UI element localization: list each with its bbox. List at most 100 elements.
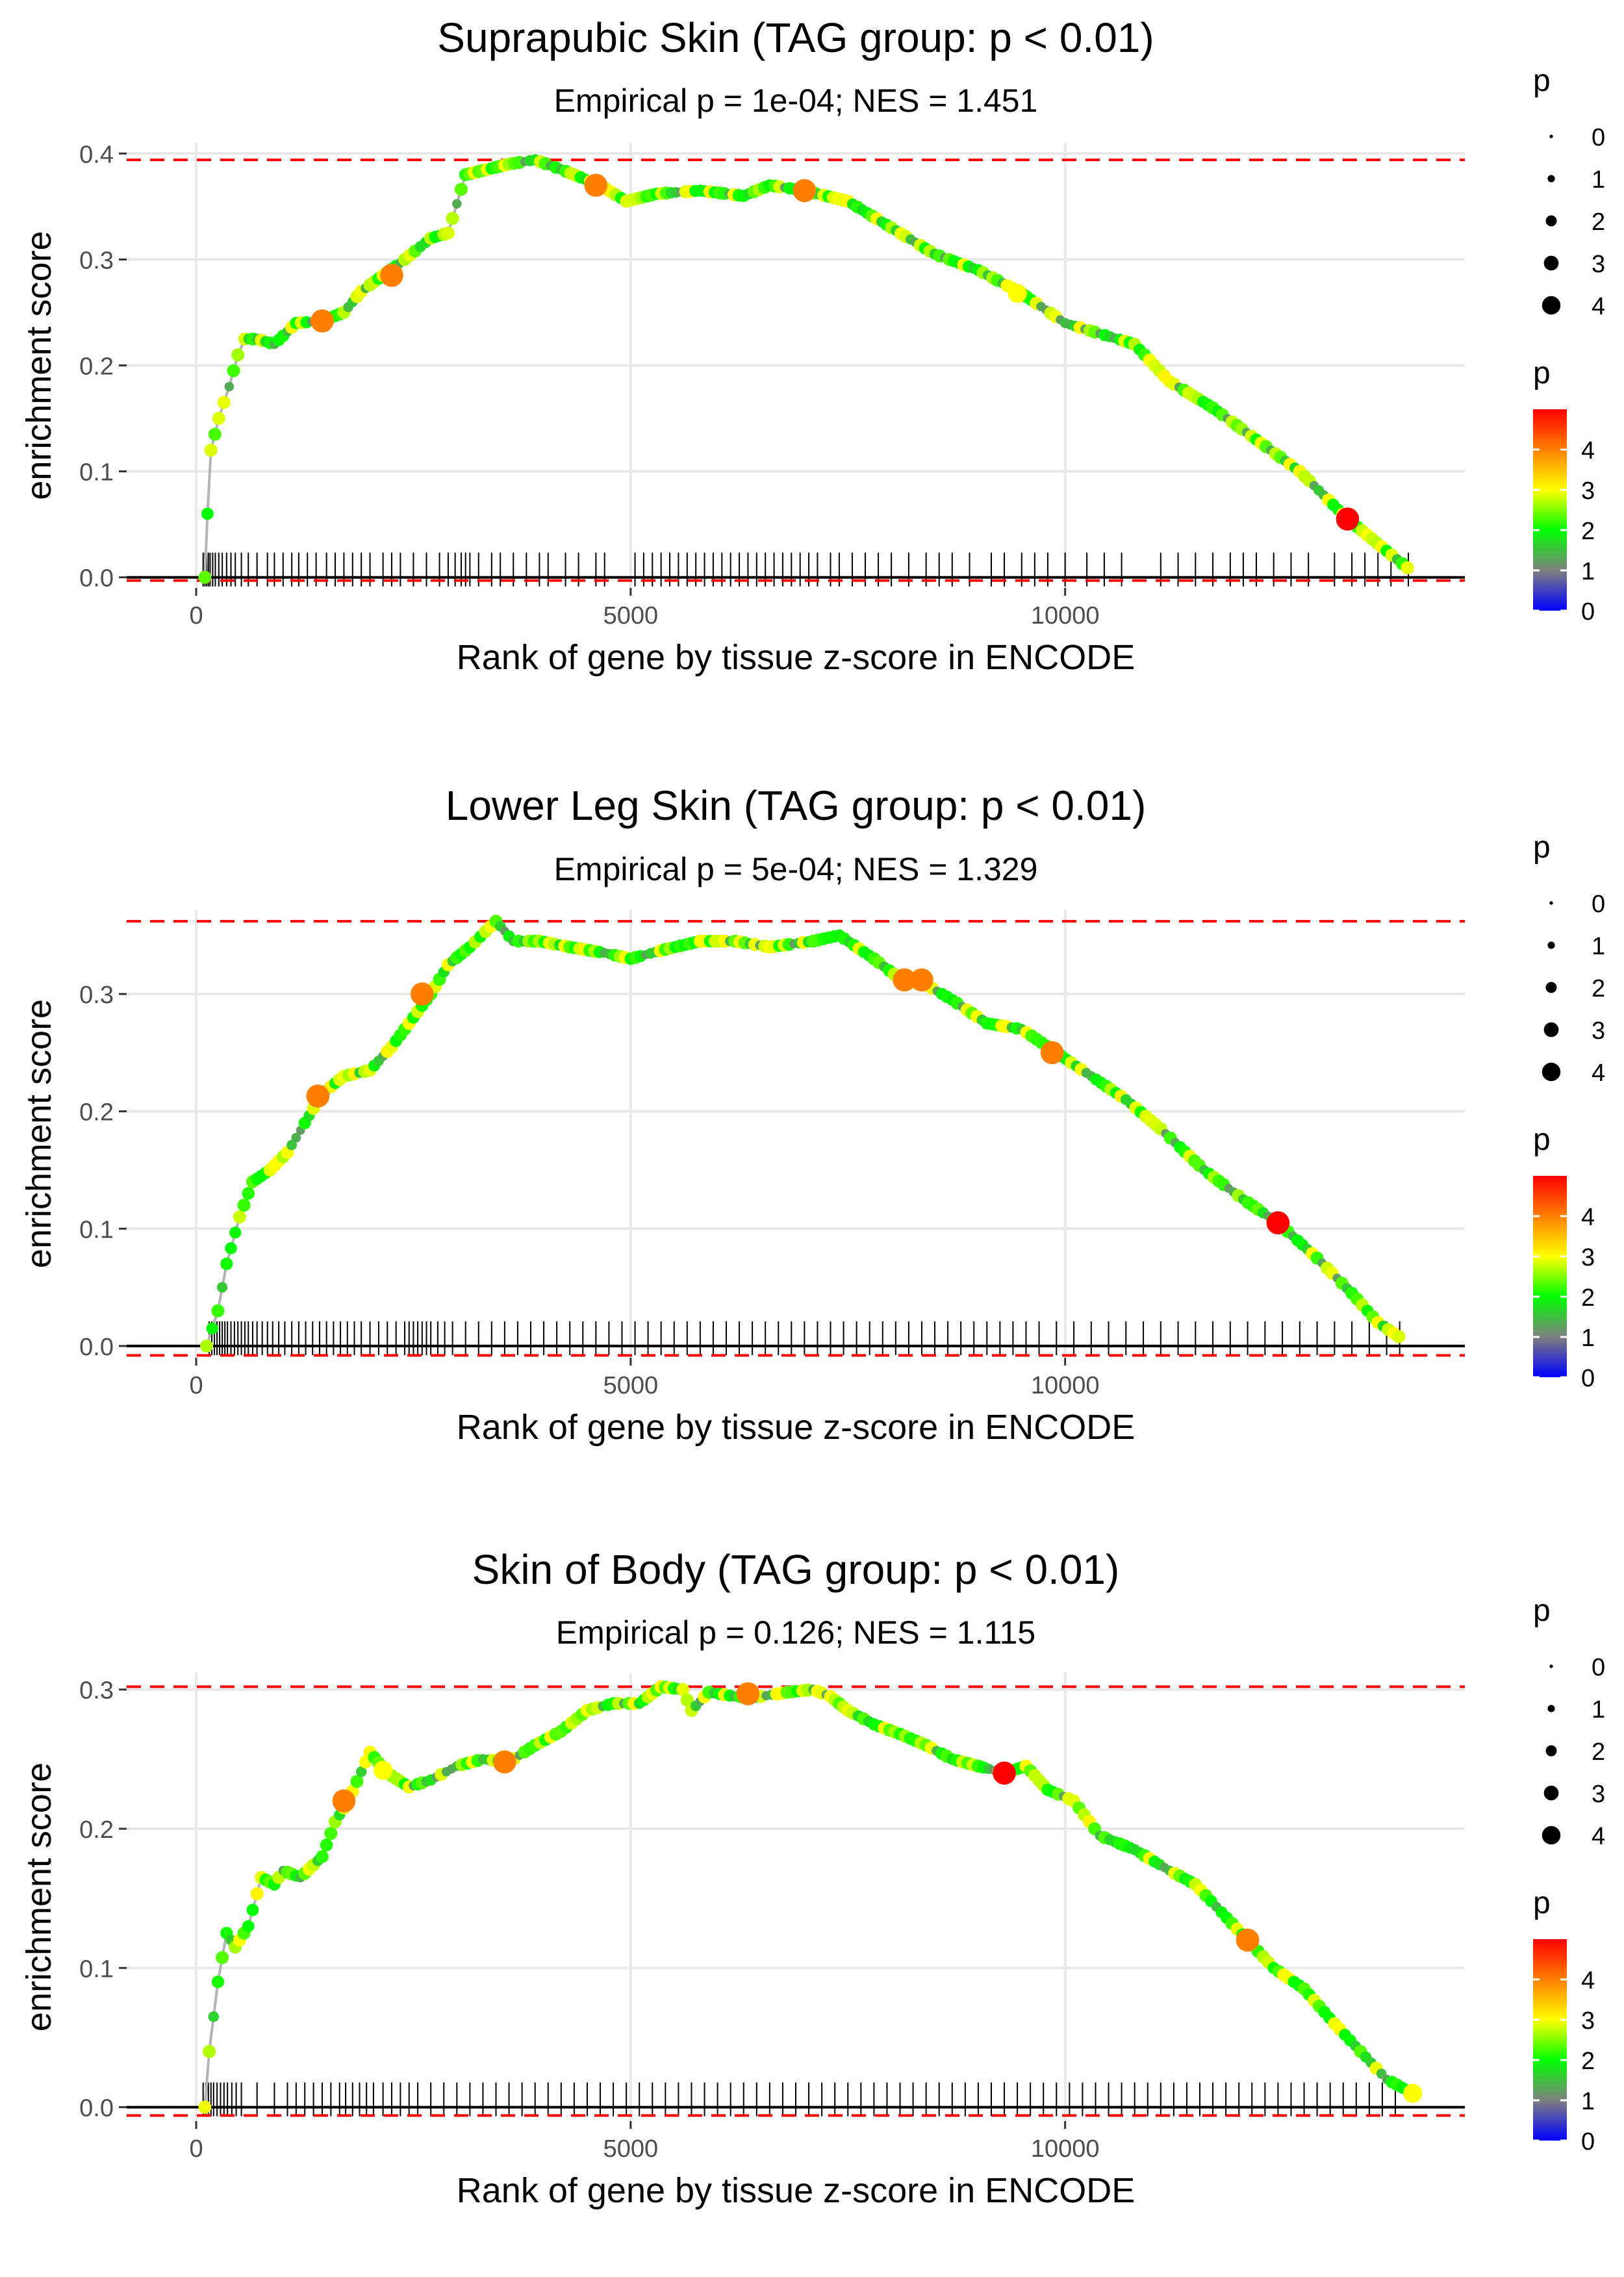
x-tick-label: 10000 [1031,1372,1100,1399]
y-tick-label: 0.2 [79,353,114,381]
x-axis-label: Rank of gene by tissue z-score in ENCODE [457,1408,1135,1447]
x-tick-label: 5000 [603,602,659,630]
y-tick-label: 0.3 [79,1677,114,1705]
curve-point [198,2100,212,2114]
color-legend-label: 0 [1581,2128,1595,2156]
color-legend-label: 3 [1581,1244,1595,1271]
x-axis-label: Rank of gene by tissue z-score in ENCODE [457,638,1135,677]
color-legend-label: 3 [1581,2007,1595,2035]
curve-point [211,1976,225,1989]
x-axis-label: Rank of gene by tissue z-score in ENCODE [457,2171,1135,2210]
curve-point [316,1850,329,1863]
curve-point [231,348,245,362]
y-tick-label: 0.0 [79,1334,114,1361]
curve-point [680,1693,694,1707]
highlight-point [1403,2083,1423,2103]
chart-panel-1: Suprapubic Skin (TAG group: p < 0.01) Emp… [19,14,1605,677]
color-legend-label: 4 [1581,437,1595,464]
size-legend-key [1549,1664,1553,1668]
curve-point [676,1683,690,1696]
curve-point [227,364,240,377]
curve-point [286,1139,298,1151]
curve-point [203,2044,216,2058]
color-legend-label: 3 [1581,477,1595,505]
curve-point [204,443,218,457]
color-legend-title: p [1533,1123,1551,1157]
size-legend-key [1547,175,1555,183]
highlight-point [910,968,933,992]
color-legend-label: 1 [1581,2088,1595,2115]
color-legend-title: p [1533,356,1551,390]
highlight-point [736,1682,760,1705]
color-legend-label: 2 [1581,2048,1595,2075]
color-legend-label: 2 [1581,518,1595,545]
curve-point [225,1242,237,1254]
x-tick-label: 5000 [603,1372,659,1399]
x-tick-label: 0 [189,2135,203,2163]
highlight-point [332,1789,356,1813]
size-legend-key [1542,1062,1561,1082]
color-legend-label: 1 [1581,558,1595,585]
x-tick-label: 5000 [603,2135,659,2163]
curve-point [242,1187,255,1200]
highlight-point [1040,1041,1064,1065]
size-legend-key [1547,941,1555,949]
curve-point [454,183,468,196]
highlight-point [1336,507,1360,531]
highlight-point [493,1750,516,1774]
y-tick-label: 0.0 [79,2095,114,2122]
curve-point [208,427,222,441]
color-legend-label: 4 [1581,1204,1595,1231]
y-tick-label: 0.1 [79,459,114,487]
color-legend-label: 2 [1581,1284,1595,1312]
y-axis-label: enrichment score [19,231,58,500]
curve-point [452,199,462,209]
curve-point [200,1339,214,1353]
size-legend-key [1545,215,1557,227]
highlight-point [1236,1928,1260,1952]
chart-title: Skin of Body (TAG group: p < 0.01) [472,1546,1120,1593]
curve-point [1401,561,1414,575]
color-legend-label: 1 [1581,1325,1595,1352]
size-legend-label: 1 [1592,1696,1605,1724]
y-tick-label: 0.2 [79,1816,114,1844]
curve-point [320,1838,333,1851]
enrichment-curve [205,919,1405,1347]
color-legend-label: 0 [1581,598,1595,626]
curve-point [237,1199,251,1212]
y-tick-label: 0.3 [79,247,114,274]
curve-point [217,1282,228,1293]
x-tick-label: 0 [189,602,203,630]
curve-point [217,396,231,409]
curve-point [229,1227,242,1239]
size-legend-label: 4 [1592,1060,1605,1087]
size-legend-title: p [1533,1594,1551,1628]
size-legend-label: 0 [1592,891,1605,918]
curve-point [246,1903,259,1916]
highlight-point [993,1761,1016,1785]
chart-subtitle: Empirical p = 1e-04; NES = 1.451 [554,83,1038,119]
size-legend-label: 0 [1592,124,1605,151]
curve-point [206,1322,219,1335]
size-legend-label: 1 [1592,933,1605,960]
color-legend-bar [1533,409,1567,611]
y-tick-label: 0.2 [79,1099,114,1126]
highlight-point [584,173,608,197]
size-legend-label: 2 [1592,975,1605,1002]
color-legend-label: 0 [1581,1365,1595,1392]
size-legend-label: 2 [1592,1738,1605,1766]
x-tick-label: 10000 [1031,2135,1100,2163]
curve-point [350,1775,364,1788]
curve-point [250,1887,264,1901]
size-legend-key [1549,901,1553,905]
legend-panel-3: p 0 1 2 3 4 p 4 3 2 1 0 [1533,1594,1605,2156]
highlight-point [1266,1211,1290,1235]
size-legend-label: 1 [1592,166,1605,194]
y-axis-label: enrichment score [19,1762,58,2031]
highlight-point [374,1761,393,1780]
highlight-point [893,968,917,992]
curve-point [198,570,212,584]
size-legend-label: 2 [1592,209,1605,236]
